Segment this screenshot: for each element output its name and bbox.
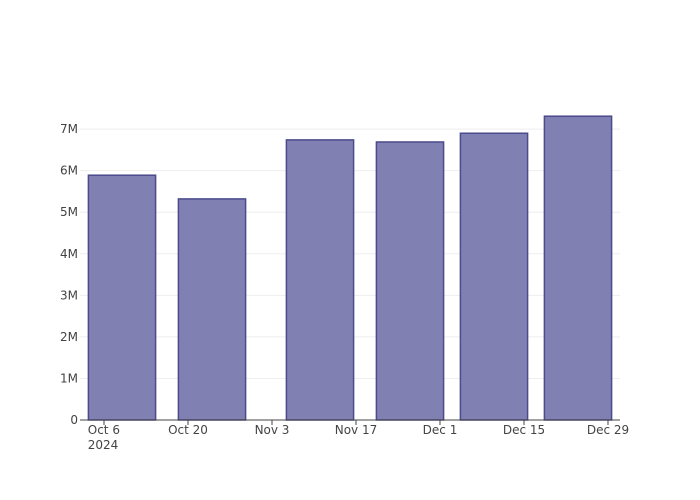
x-tick-label: Dec 1 — [423, 423, 458, 437]
bar — [87, 174, 157, 421]
x-tick-label-line: Dec 29 — [587, 423, 629, 437]
y-tick-label: 4M — [60, 247, 78, 261]
y-tick-label: 6M — [60, 164, 78, 178]
x-tick-label: Nov 3 — [255, 423, 290, 437]
x-tick-label: Dec 15 — [503, 423, 545, 437]
x-tick-label: Nov 17 — [335, 423, 378, 437]
x-tick-label: Oct 20 — [168, 423, 208, 437]
y-tick-label: 1M — [60, 371, 78, 385]
y-tick-label: 2M — [60, 330, 78, 344]
bar — [177, 198, 247, 421]
x-tick-label-line: Oct 6 — [88, 423, 120, 437]
x-tick-label: Dec 29 — [587, 423, 629, 437]
x-tick-label-line: Nov 3 — [255, 423, 290, 437]
bar — [285, 139, 355, 421]
x-tick-label-line: 2024 — [88, 438, 119, 452]
bar — [543, 115, 613, 421]
bar — [375, 141, 445, 421]
bar — [459, 132, 529, 421]
x-tick-label-line: Dec 15 — [503, 423, 545, 437]
x-tick-label: Oct 6 2024 — [88, 423, 120, 452]
x-tick-label-line: Dec 1 — [423, 423, 458, 437]
x-tick-label-line: Nov 17 — [335, 423, 378, 437]
x-tick-label-line: Oct 20 — [168, 423, 208, 437]
y-tick-label: 5M — [60, 205, 78, 219]
y-tick-label: 3M — [60, 288, 78, 302]
y-tick-label: 7M — [60, 122, 78, 136]
y-tick-label: 0 — [70, 413, 78, 427]
